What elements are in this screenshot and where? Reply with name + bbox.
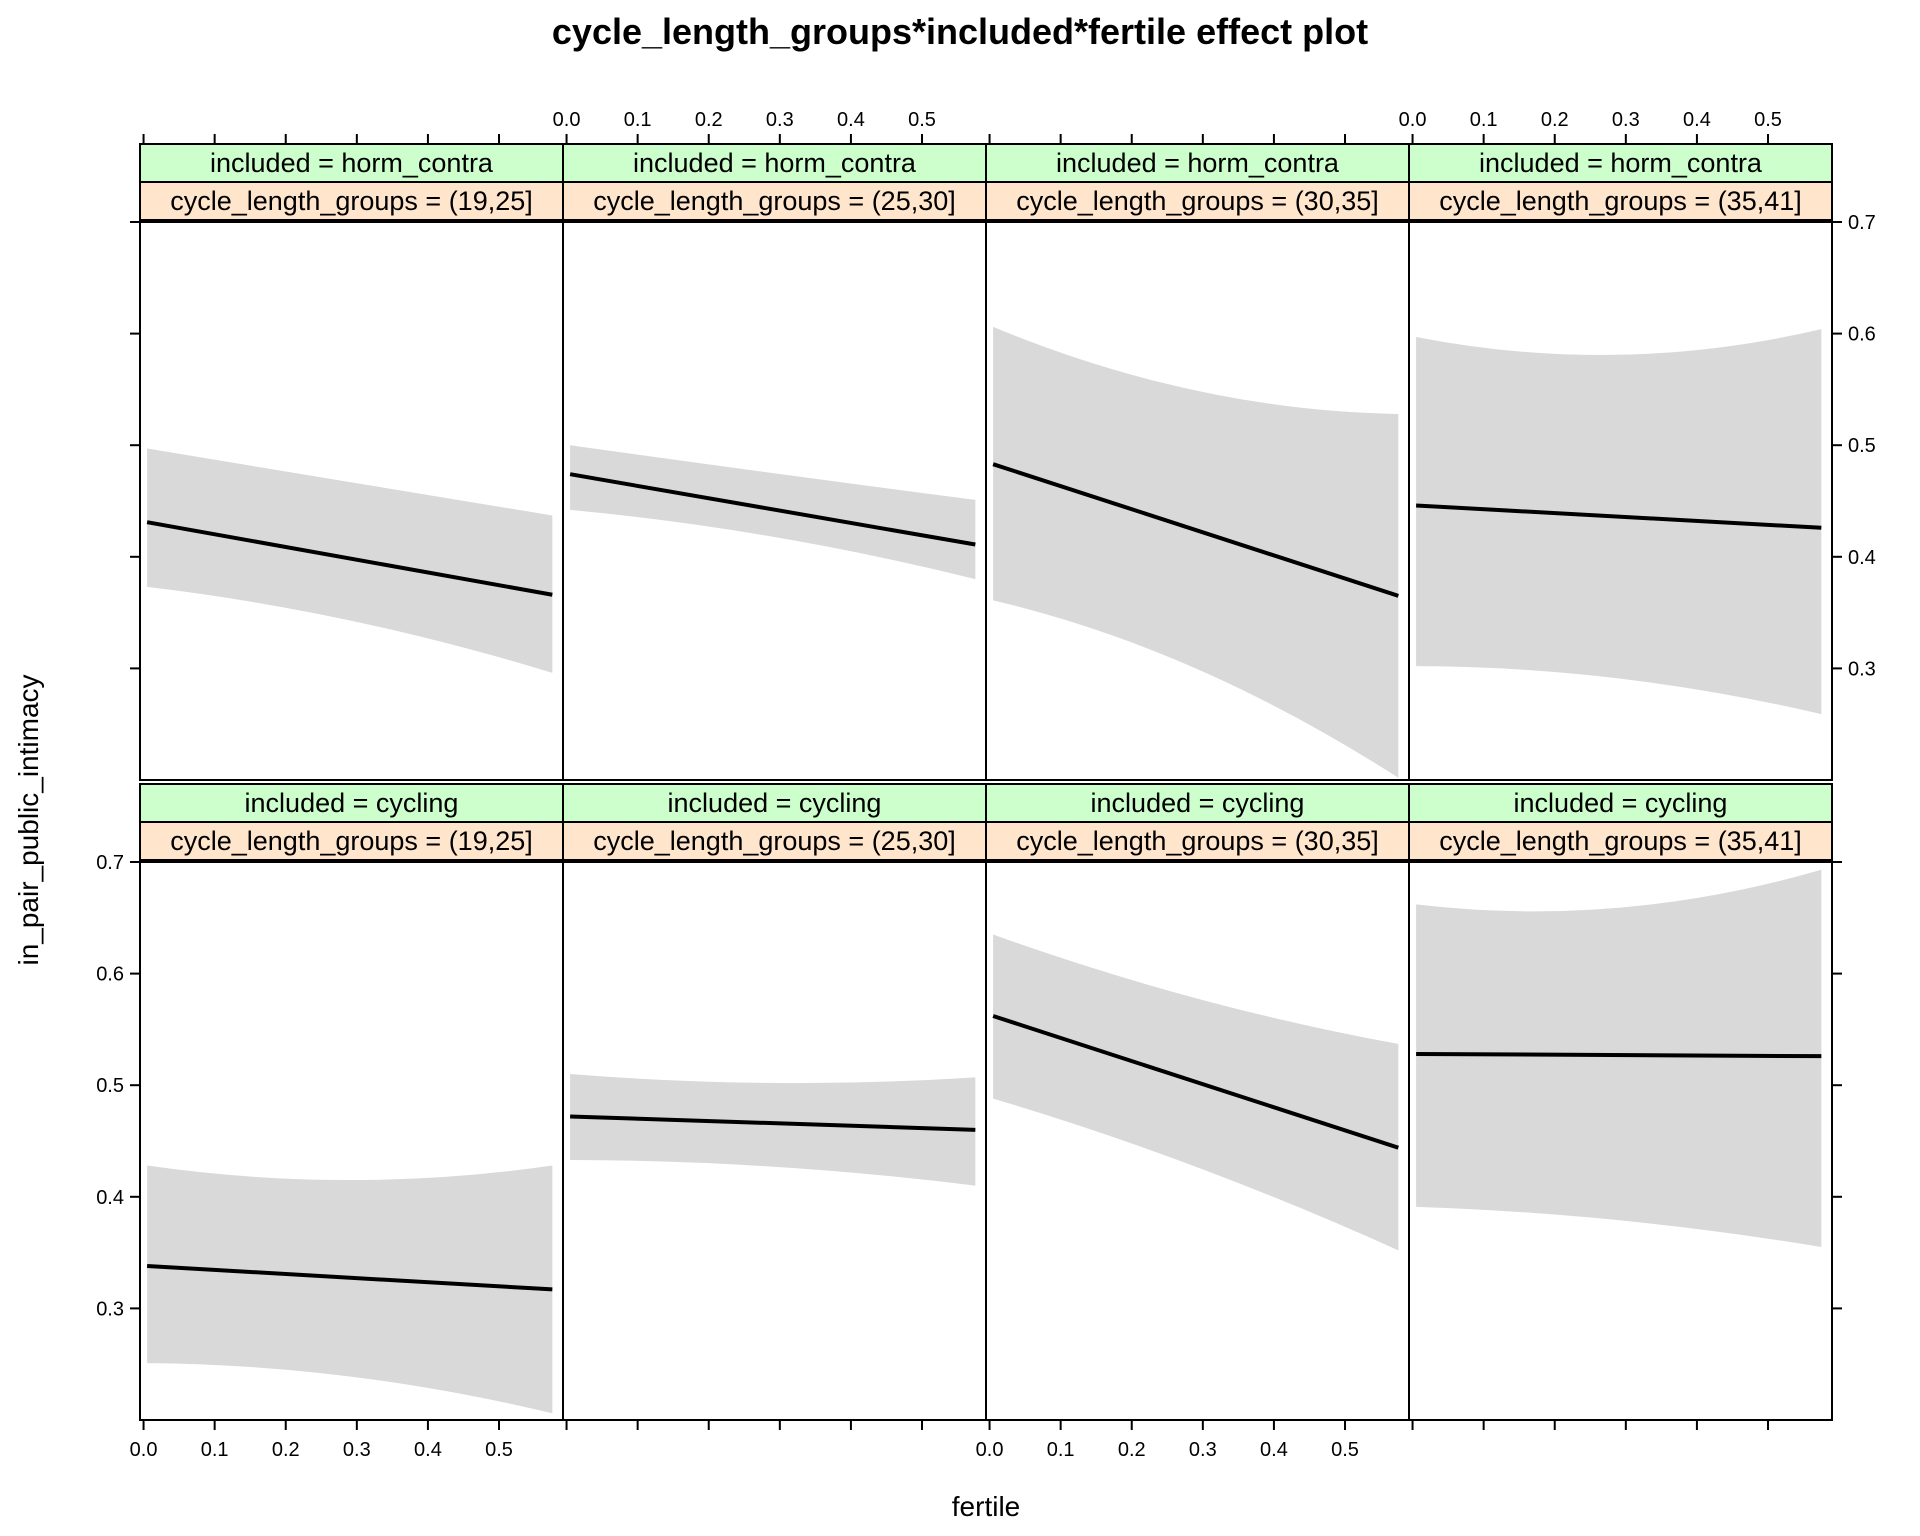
x-tick-label: 0.2 (1541, 109, 1569, 131)
effect-line (570, 1114, 976, 1132)
confidence-band (570, 445, 976, 580)
x-tick-label: 0.1 (1047, 1439, 1075, 1461)
strip-included (562, 783, 987, 823)
panel-1-1: included = cycling cycle_length_groups = … (562, 783, 987, 1421)
strip-included-label: included = horm_contra (1479, 148, 1763, 178)
strip-included-label: included = horm_contra (1056, 148, 1340, 178)
strip-included-label: included = cycling (1514, 788, 1728, 818)
effect-line (1416, 1051, 1822, 1059)
y-tick-label: 0.7 (96, 852, 124, 874)
panel-frame (1408, 861, 1833, 1421)
x-tick-label: 0.5 (485, 1439, 513, 1461)
y-tick-label: 0.7 (1848, 212, 1876, 234)
x-tick-label: 0.4 (414, 1439, 442, 1461)
x-tick-label: 0.4 (1683, 109, 1711, 131)
x-tick-label: 0.3 (1612, 109, 1640, 131)
strip-included-label: included = cycling (245, 788, 459, 818)
confidence-band (993, 326, 1399, 778)
x-tick-label: 0.0 (1399, 109, 1427, 131)
strip-cycle-length-label: cycle_length_groups = (35,41] (1439, 826, 1802, 856)
panel-1-2: included = cycling cycle_length_groups = … (985, 783, 1410, 1421)
y-tick-label: 0.5 (96, 1075, 124, 1097)
panel-0-1: included = horm_contra cycle_length_group… (562, 143, 987, 781)
confidence-band (147, 1165, 553, 1414)
y-tick-label: 0.3 (1848, 658, 1876, 680)
panel-frame (1408, 221, 1833, 781)
x-tick-label: 0.5 (908, 109, 936, 131)
strip-cycle-length (985, 821, 1410, 861)
panel-1-0: included = cycling cycle_length_groups = … (139, 783, 564, 1421)
strip-included (1408, 143, 1833, 183)
x-tick-label: 0.3 (343, 1439, 371, 1461)
x-tick-label: 0.2 (272, 1439, 300, 1461)
x-tick-label: 0.5 (1754, 109, 1782, 131)
confidence-band (570, 1074, 976, 1186)
panel-grid: included = horm_contra cycle_length_group… (96, 109, 1876, 1461)
effect-line (569, 472, 976, 547)
panel-0-0: included = horm_contra cycle_length_group… (139, 143, 564, 781)
x-axis-label: fertile (952, 1491, 1020, 1522)
strip-cycle-length-label: cycle_length_groups = (30,35] (1016, 826, 1379, 856)
confidence-band (1416, 329, 1822, 715)
y-tick-label: 0.3 (96, 1298, 124, 1320)
x-tick-label: 0.0 (976, 1439, 1004, 1461)
panel-0-2: included = horm_contra cycle_length_group… (985, 143, 1410, 781)
effect-line (992, 462, 1399, 598)
x-tick-label: 0.1 (201, 1439, 229, 1461)
confidence-band (993, 934, 1399, 1251)
effect-line (1415, 503, 1822, 530)
x-tick-label: 0.2 (695, 109, 723, 131)
x-tick-label: 0.3 (1189, 1439, 1217, 1461)
y-tick-label: 0.5 (1848, 435, 1876, 457)
x-tick-label: 0.2 (1118, 1439, 1146, 1461)
strip-included (1408, 783, 1833, 823)
strip-cycle-length (562, 181, 987, 221)
y-axis-label: in_pair_public_intimacy (13, 674, 44, 965)
strip-cycle-length-label: cycle_length_groups = (25,30] (593, 186, 956, 216)
strip-included-label: included = cycling (668, 788, 882, 818)
y-tick-label: 0.4 (1848, 547, 1876, 569)
strip-cycle-length-label: cycle_length_groups = (19,25] (170, 826, 533, 856)
x-tick-label: 0.0 (130, 1439, 158, 1461)
strip-cycle-length (1408, 181, 1833, 221)
effect-line (146, 520, 553, 597)
panel-0-3: included = horm_contra cycle_length_group… (1408, 143, 1833, 781)
chart-title: cycle_length_groups*included*fertile eff… (552, 11, 1368, 52)
effect-line (992, 1014, 1399, 1150)
strip-cycle-length-label: cycle_length_groups = (19,25] (170, 186, 533, 216)
strip-included-label: included = horm_contra (633, 148, 917, 178)
strip-included (139, 143, 564, 183)
y-tick-label: 0.6 (96, 964, 124, 986)
x-tick-label: 0.4 (837, 109, 865, 131)
strip-cycle-length (1408, 821, 1833, 861)
confidence-band (1416, 869, 1822, 1248)
confidence-band (147, 448, 553, 673)
x-tick-label: 0.3 (766, 109, 794, 131)
strip-included-label: included = horm_contra (210, 148, 494, 178)
strip-included-label: included = cycling (1091, 788, 1305, 818)
strip-cycle-length-label: cycle_length_groups = (30,35] (1016, 186, 1379, 216)
effect-line (146, 1263, 553, 1292)
strip-cycle-length (139, 821, 564, 861)
panel-1-3: included = cycling cycle_length_groups = … (1408, 783, 1833, 1421)
strip-cycle-length (562, 821, 987, 861)
x-tick-label: 0.4 (1260, 1439, 1288, 1461)
strip-cycle-length-label: cycle_length_groups = (35,41] (1439, 186, 1802, 216)
strip-cycle-length-label: cycle_length_groups = (25,30] (593, 826, 956, 856)
y-tick-label: 0.6 (1848, 324, 1876, 346)
strip-included (985, 143, 1410, 183)
x-tick-label: 0.1 (1470, 109, 1498, 131)
strip-cycle-length (985, 181, 1410, 221)
x-tick-label: 0.1 (624, 109, 652, 131)
x-tick-label: 0.5 (1331, 1439, 1359, 1461)
y-tick-label: 0.4 (96, 1187, 124, 1209)
x-tick-label: 0.0 (553, 109, 581, 131)
